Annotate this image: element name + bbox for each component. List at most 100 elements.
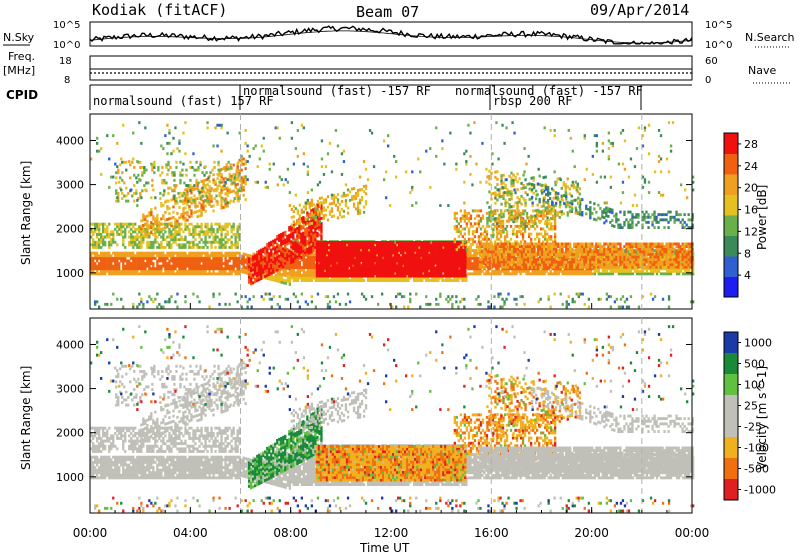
power-cell [497, 267, 500, 271]
power-cell [100, 264, 103, 268]
power-cell [318, 279, 322, 282]
power-cell [475, 262, 478, 265]
power-cell [319, 274, 323, 278]
power-cell [356, 279, 360, 282]
power-cell [196, 259, 199, 263]
power-cell [296, 209, 300, 213]
power-cell [151, 166, 154, 169]
power-cell [202, 207, 205, 211]
power-cell [244, 268, 247, 272]
power-cell [272, 255, 275, 259]
power-cell [130, 238, 133, 242]
power-cell [166, 256, 169, 260]
power-cell [477, 251, 480, 255]
power-cell [220, 246, 223, 249]
power-cell [254, 264, 257, 268]
power-cell [240, 267, 243, 271]
power-cell [341, 264, 345, 268]
power-cell [333, 256, 337, 260]
power-cell [166, 207, 169, 211]
power-cell [182, 246, 185, 249]
power-cell [156, 272, 159, 276]
power-cell [206, 190, 209, 194]
power-cell [238, 256, 241, 260]
power-cell [160, 256, 163, 260]
power-cell [501, 267, 504, 271]
power-cell [102, 262, 105, 265]
power-cell [264, 269, 267, 273]
power-cell [196, 262, 199, 265]
power-cell [199, 197, 202, 200]
power-cell [92, 233, 95, 236]
power-cell [152, 233, 155, 236]
power-cell [168, 212, 171, 215]
power-cell [238, 179, 241, 183]
power-cell [154, 251, 157, 255]
power-cell [274, 251, 277, 255]
power-cell [521, 267, 524, 271]
power-cell [302, 216, 305, 219]
power-cell [128, 269, 131, 273]
power-cell [96, 233, 99, 236]
power-cell [288, 233, 291, 237]
power-cell [250, 272, 253, 276]
power-cell [589, 267, 593, 271]
power-cell [202, 182, 205, 185]
power-cell [218, 272, 221, 276]
power-cell [483, 267, 486, 271]
power-cell [250, 279, 253, 283]
power-cell [210, 205, 213, 208]
power-cell [258, 278, 261, 282]
power-cell [383, 279, 386, 282]
power-cell [306, 213, 309, 217]
power-cell [318, 233, 321, 237]
power-cell [266, 261, 269, 264]
power-cell [355, 264, 359, 268]
power-cell [288, 282, 292, 286]
freq-label: Freq. [8, 50, 35, 63]
power-cell [236, 264, 239, 268]
power-cell [290, 261, 293, 265]
power-cell [182, 262, 185, 265]
power-cell [310, 237, 313, 241]
power-cell [322, 216, 326, 220]
power-cell [174, 202, 177, 206]
power-cell [125, 168, 128, 172]
power-cell [214, 272, 217, 276]
power-cell [370, 279, 374, 282]
power-cell [256, 255, 259, 259]
power-cell [343, 243, 347, 247]
power-cell [292, 242, 295, 245]
power-cell [110, 243, 113, 247]
power-cell [92, 246, 95, 249]
power-cell [393, 276, 396, 280]
power-cell [341, 241, 345, 244]
power-cell [661, 264, 665, 268]
power-cell [96, 225, 99, 229]
power-cell [276, 242, 279, 246]
power-cell [190, 251, 193, 255]
power-cell [148, 224, 151, 228]
power-cell [224, 197, 227, 201]
power-cell [413, 279, 416, 282]
power-cell [260, 261, 263, 265]
power-cell [124, 230, 127, 234]
power-cell [310, 279, 314, 282]
power-cell [557, 267, 560, 271]
power-cell [292, 257, 295, 261]
power-cell [511, 267, 514, 271]
power-cell [264, 256, 267, 260]
power-cell [138, 235, 141, 239]
power-cell [312, 263, 316, 267]
power-cell [183, 181, 186, 185]
power-cell [312, 221, 315, 224]
power-cell [356, 276, 360, 280]
power-cell [559, 254, 562, 258]
power-cell [296, 260, 300, 264]
power-cell [659, 272, 663, 276]
power-cell [116, 230, 119, 234]
power-cell [194, 187, 197, 191]
power-cell [156, 269, 159, 273]
power-cell [326, 205, 330, 209]
power-cell [278, 267, 281, 271]
